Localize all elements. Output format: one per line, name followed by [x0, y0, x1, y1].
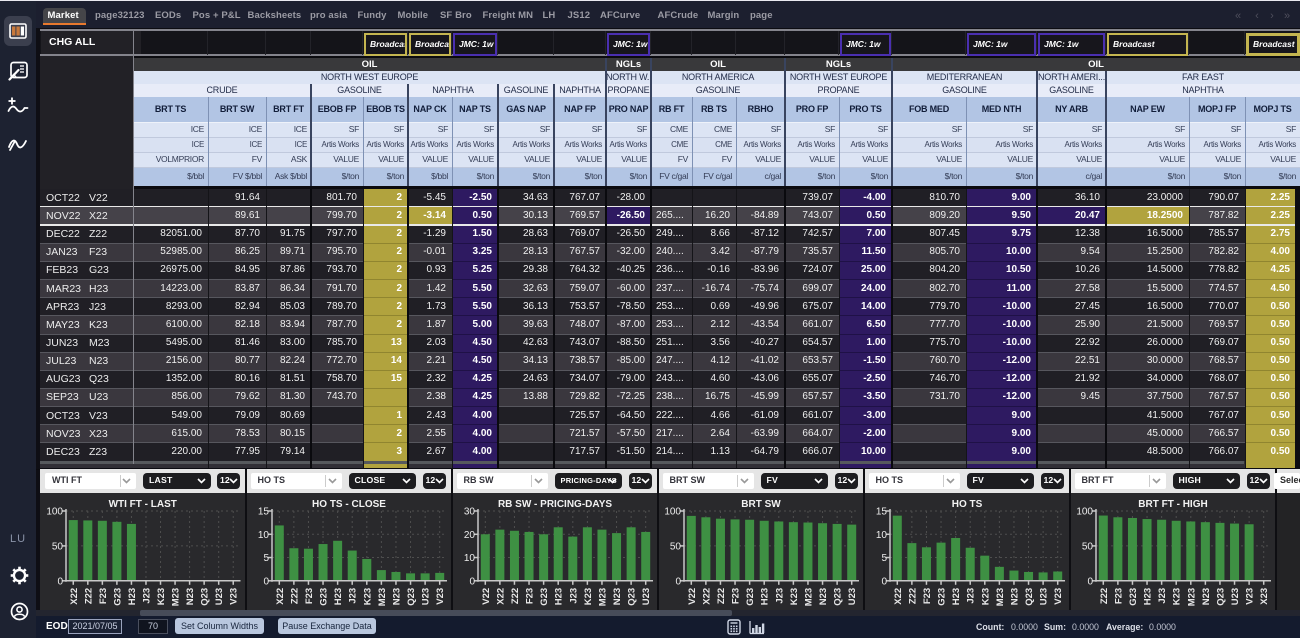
svg-text:U23: U23: [1038, 587, 1049, 604]
svg-text:BRT FT - HIGH: BRT FT - HIGH: [1138, 499, 1207, 510]
svg-text:0: 0: [881, 576, 887, 587]
svg-text:K23: K23: [582, 587, 593, 604]
svg-text:G23: G23: [745, 587, 756, 605]
svg-text:U23: U23: [641, 587, 652, 604]
svg-text:30: 30: [463, 506, 475, 517]
svg-text:Q23: Q23: [200, 587, 211, 605]
svg-text:G23: G23: [539, 587, 550, 605]
svg-text:F23: F23: [303, 587, 314, 603]
svg-text:N23: N23: [391, 587, 402, 604]
svg-text:N23: N23: [185, 587, 196, 604]
svg-text:Q23: Q23: [832, 587, 843, 605]
svg-text:5: 5: [263, 553, 269, 564]
svg-text:Q23: Q23: [626, 587, 637, 605]
svg-text:V23: V23: [229, 587, 240, 604]
svg-text:X22: X22: [495, 587, 506, 604]
svg-text:0: 0: [1087, 576, 1093, 587]
svg-text:J23: J23: [1157, 587, 1168, 603]
svg-text:K23: K23: [980, 587, 991, 604]
svg-text:V23: V23: [435, 587, 446, 604]
svg-text:Z22: Z22: [289, 587, 300, 603]
svg-text:Z22: Z22: [509, 587, 520, 603]
svg-text:G23: G23: [1127, 587, 1138, 605]
svg-text:J23: J23: [774, 587, 785, 603]
svg-text:K23: K23: [156, 587, 167, 604]
svg-text:20: 20: [463, 529, 475, 540]
svg-text:100: 100: [1076, 506, 1093, 517]
svg-text:G23: G23: [112, 587, 123, 605]
svg-text:H23: H23: [1142, 587, 1153, 604]
svg-text:100: 100: [46, 506, 63, 517]
svg-text:10: 10: [257, 529, 269, 540]
svg-text:V22: V22: [480, 587, 491, 604]
svg-text:0: 0: [675, 576, 681, 587]
svg-text:V23: V23: [1053, 587, 1064, 604]
svg-text:50: 50: [1081, 541, 1093, 552]
svg-text:F23: F23: [524, 587, 535, 603]
svg-text:10: 10: [463, 553, 475, 564]
svg-text:Q23: Q23: [406, 587, 417, 605]
svg-text:U23: U23: [214, 587, 225, 604]
svg-text:X22: X22: [274, 587, 285, 604]
svg-text:U23: U23: [1230, 587, 1241, 604]
svg-text:V22: V22: [686, 587, 697, 604]
svg-text:M23: M23: [376, 587, 387, 605]
svg-text:N23: N23: [612, 587, 623, 604]
svg-text:HO TS - CLOSE: HO TS - CLOSE: [312, 499, 386, 510]
svg-text:M23: M23: [994, 587, 1005, 605]
svg-text:J23: J23: [568, 587, 579, 603]
svg-text:U23: U23: [420, 587, 431, 604]
svg-text:100: 100: [664, 506, 681, 517]
svg-text:X23: X23: [1259, 587, 1270, 604]
svg-text:X22: X22: [69, 587, 80, 604]
svg-text:Z22: Z22: [907, 587, 918, 603]
svg-text:H23: H23: [333, 587, 344, 604]
svg-text:Z22: Z22: [1098, 587, 1109, 603]
svg-text:H23: H23: [951, 587, 962, 604]
svg-text:K23: K23: [788, 587, 799, 604]
svg-text:H23: H23: [127, 587, 138, 604]
svg-text:M23: M23: [171, 587, 182, 605]
svg-text:K23: K23: [1171, 587, 1182, 604]
svg-text:Z22: Z22: [715, 587, 726, 603]
svg-text:M23: M23: [597, 587, 608, 605]
svg-text:50: 50: [669, 541, 681, 552]
svg-text:N23: N23: [1009, 587, 1020, 604]
svg-text:H23: H23: [553, 587, 564, 604]
svg-text:10: 10: [875, 529, 887, 540]
svg-text:N23: N23: [1200, 587, 1211, 604]
svg-text:F23: F23: [98, 587, 109, 603]
svg-text:F23: F23: [730, 587, 741, 603]
svg-text:Q23: Q23: [1215, 587, 1226, 605]
svg-text:Q23: Q23: [1024, 587, 1035, 605]
svg-text:G23: G23: [936, 587, 947, 605]
svg-text:V23: V23: [1244, 587, 1255, 604]
svg-text:Z22: Z22: [83, 587, 94, 603]
svg-text:J23: J23: [965, 587, 976, 603]
svg-text:G23: G23: [318, 587, 329, 605]
svg-text:J23: J23: [347, 587, 358, 603]
svg-text:X22: X22: [701, 587, 712, 604]
svg-text:K23: K23: [362, 587, 373, 604]
svg-text:WTI FT - LAST: WTI FT - LAST: [109, 499, 177, 510]
svg-text:HO TS: HO TS: [951, 499, 982, 510]
svg-text:15: 15: [875, 506, 887, 517]
svg-text:N23: N23: [818, 587, 829, 604]
svg-text:50: 50: [52, 541, 64, 552]
svg-text:15: 15: [257, 506, 269, 517]
svg-text:0: 0: [263, 576, 269, 587]
svg-text:5: 5: [881, 553, 887, 564]
svg-text:M23: M23: [1186, 587, 1197, 605]
svg-text:U23: U23: [847, 587, 858, 604]
svg-text:F23: F23: [1113, 587, 1124, 603]
svg-text:M23: M23: [803, 587, 814, 605]
svg-text:0: 0: [57, 576, 63, 587]
svg-text:RB SW - PRICING-DAYS: RB SW - PRICING-DAYS: [497, 499, 611, 510]
svg-text:H23: H23: [759, 587, 770, 604]
svg-text:X22: X22: [892, 587, 903, 604]
svg-text:J23: J23: [141, 587, 152, 603]
svg-text:0: 0: [469, 576, 475, 587]
svg-text:F23: F23: [921, 587, 932, 603]
svg-text:BRT SW: BRT SW: [741, 499, 781, 510]
